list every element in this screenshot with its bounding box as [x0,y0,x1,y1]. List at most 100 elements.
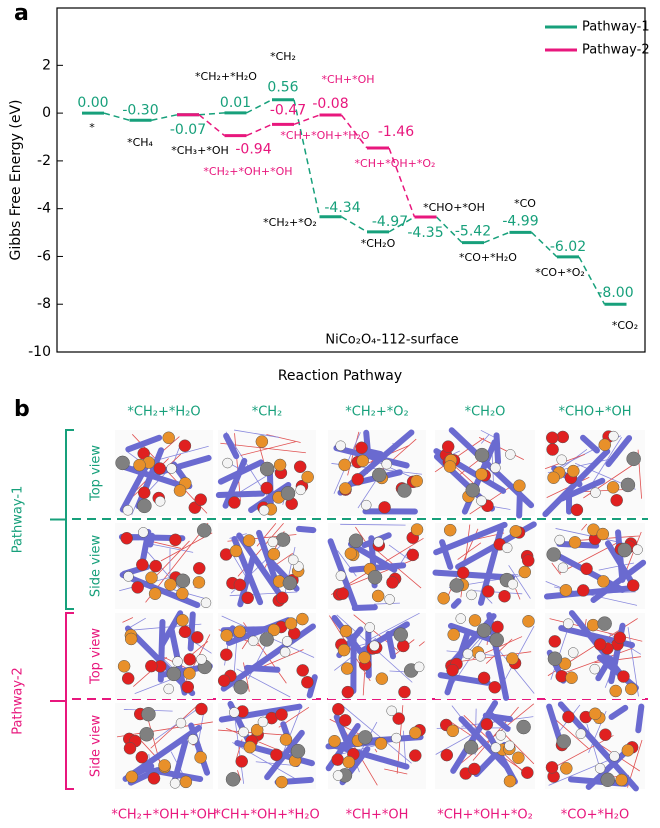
atom [196,654,207,665]
atom [545,761,559,774]
connector [246,99,273,114]
atom [196,523,212,538]
value-label: -0.30 [122,102,158,118]
atom [593,638,607,651]
bond-thick [635,703,645,734]
atom [501,542,513,554]
bond-thick [333,445,410,469]
panel-label: b [14,397,30,422]
atom [608,430,619,442]
atom [125,770,139,784]
atom [136,558,149,571]
value-label: -4.34 [324,200,360,216]
connector [246,123,273,137]
atom [406,548,420,562]
atom [284,617,298,630]
atom [260,481,274,495]
atom [235,755,248,768]
structure-image [328,429,426,516]
atom [462,648,474,660]
y-tick-label: -8 [37,296,51,312]
atom [154,496,166,507]
atom [178,439,192,453]
bond-thin [281,709,301,757]
atom [468,614,482,627]
bond-thin [478,437,525,460]
atom [328,734,341,748]
atom [491,620,504,634]
atom [148,587,162,600]
state-header: *CH₂O [465,405,506,420]
atom [187,734,199,745]
atom [290,743,306,759]
atom [183,667,196,680]
state-label: *CO₂ [612,319,638,332]
atom [546,443,559,456]
state-label: *CH+*OH+*H₂O [280,129,369,142]
state-label: *CH+*OH+*O₂ [355,157,436,170]
atom [279,733,293,746]
atom [341,685,355,699]
legend-label: Pathway-1 [582,20,650,35]
atom [338,458,351,472]
connector [388,147,416,218]
atom [176,613,189,627]
atom [123,571,134,582]
y-tick-label: -2 [37,153,51,169]
atom [335,440,346,452]
bond-thin [504,626,535,681]
connector [435,216,463,244]
atom [183,653,197,666]
state-header: *CH₂+*H₂O [127,405,200,420]
bond-thick [116,462,185,489]
atom [513,479,526,492]
bond-thin [234,429,280,438]
atom [490,462,501,474]
atom [447,628,460,641]
atom [191,631,204,644]
atom [163,683,174,695]
bond-thin [240,441,296,456]
atom [384,594,395,605]
view-label: Side view [89,715,104,778]
bond-thin [515,588,521,600]
atom [600,772,615,788]
atom [273,458,287,472]
atom [632,544,643,555]
structure-image [217,612,318,699]
atom [193,562,206,575]
bond-thin [581,523,588,531]
atom [509,525,523,538]
atom [562,710,575,724]
y-tick-label: 0 [42,105,51,121]
connector [198,112,225,116]
atom [358,651,371,664]
state-label: *CH₂+*O₂ [263,216,317,229]
bond-thin [122,617,134,623]
atom [162,431,175,445]
atom [172,656,183,667]
atom [280,486,296,501]
atom [200,597,212,609]
bond-thin [368,612,420,641]
bond-thick [125,434,163,453]
state-label: *CH₄ [127,136,153,149]
bond-thin [388,544,409,560]
atom [449,578,464,593]
atom [351,473,365,486]
atom [516,719,531,735]
legend-label: Pathway-2 [582,43,650,58]
view-label: Side view [89,535,104,598]
atom [138,527,149,538]
bond-thick [432,569,516,581]
atom [255,435,269,448]
bond-thick [351,604,378,612]
atom [613,631,627,644]
atom [139,727,154,742]
bond-thick [516,491,523,519]
atom [194,751,207,764]
bond-thin [266,434,301,443]
atom [275,708,288,721]
value-label: 0.01 [220,95,251,111]
atom [597,575,610,588]
